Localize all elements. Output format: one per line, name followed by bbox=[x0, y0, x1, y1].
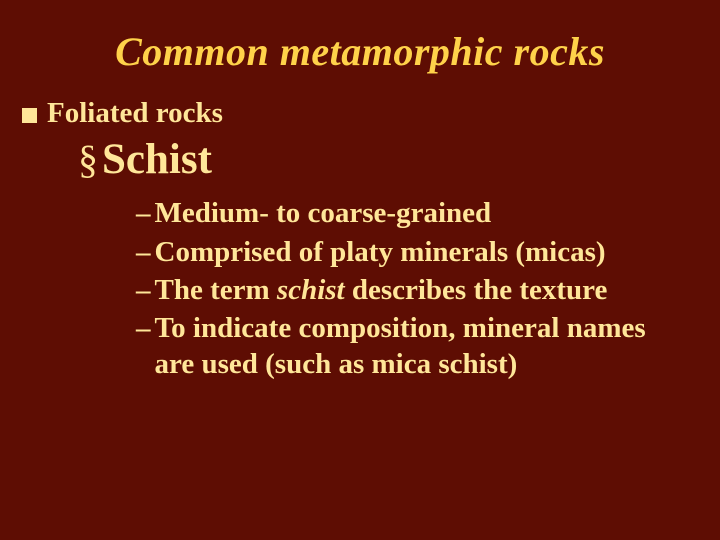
dash-bullet-icon: – bbox=[136, 195, 151, 231]
slide-title: Common metamorphic rocks bbox=[36, 28, 684, 75]
list-item: – Medium- to coarse-grained bbox=[136, 195, 684, 231]
list-item: – The term schist describes the texture bbox=[136, 272, 684, 308]
dash-bullet-icon: – bbox=[136, 310, 151, 346]
level3-text: Medium- to coarse-grained bbox=[155, 195, 492, 231]
level2-text: Schist bbox=[102, 136, 212, 183]
bullet-level1: Foliated rocks bbox=[22, 97, 684, 130]
slide: Common metamorphic rocks Foliated rocks … bbox=[0, 0, 720, 540]
list-item: – To indicate composition, mineral names… bbox=[136, 310, 684, 383]
level3-text: Comprised of platy minerals (micas) bbox=[155, 234, 606, 270]
level3-text: To indicate composition, mineral names a… bbox=[155, 310, 685, 383]
dash-bullet-icon: – bbox=[136, 234, 151, 270]
level1-text: Foliated rocks bbox=[47, 97, 223, 130]
list-item: – Comprised of platy minerals (micas) bbox=[136, 234, 684, 270]
section-sign-icon: § bbox=[78, 140, 98, 180]
level3-text: The term schist describes the texture bbox=[155, 272, 608, 308]
italic-term: schist bbox=[277, 274, 345, 306]
dash-bullet-icon: – bbox=[136, 272, 151, 308]
bullet-level2: § Schist bbox=[78, 136, 684, 183]
level3-list: – Medium- to coarse-grained – Comprised … bbox=[136, 195, 684, 382]
square-bullet-icon bbox=[22, 108, 37, 123]
